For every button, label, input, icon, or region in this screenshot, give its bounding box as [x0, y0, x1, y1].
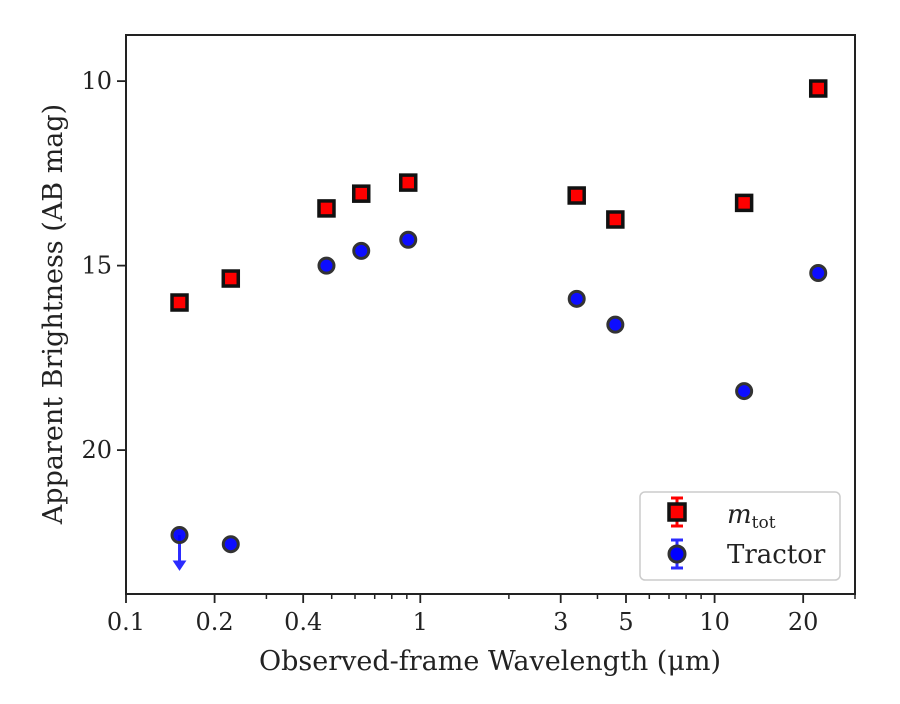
x-tick-label: 0.2 — [196, 608, 234, 636]
x-tick-label: 0.4 — [284, 608, 322, 636]
data-points — [170, 79, 828, 571]
mtot-point — [398, 173, 418, 192]
y-tick-label: 20 — [81, 436, 112, 464]
legend-label-mtot-main: m — [727, 500, 752, 530]
tractor-point — [317, 256, 336, 275]
legend-marker-mtot — [667, 496, 687, 528]
mtot-point — [351, 184, 371, 203]
x-tick-label: 5 — [618, 608, 633, 636]
y-axis-ticks: 10 15 20 — [81, 67, 126, 464]
tractor-point — [399, 230, 418, 249]
legend-label-mtot-sub: tot — [752, 513, 776, 533]
legend-label-tractor: Tractor — [727, 540, 826, 570]
y-tick-label: 10 — [81, 67, 112, 95]
x-tick-label: 3 — [553, 608, 568, 636]
legend-label-mtot: mtot — [727, 500, 776, 533]
tractor-point — [221, 535, 240, 554]
mtot-point — [606, 210, 625, 229]
x-axis-ticks: 0.1 0.2 0.4 1 3 5 10 20 — [107, 594, 819, 636]
x-tick-label: 0.1 — [107, 608, 145, 636]
x-axis-label: Observed-frame Wavelength (μm) — [259, 646, 721, 677]
x-tick-label: 20 — [788, 608, 819, 636]
mtot-point — [317, 199, 336, 218]
x-tick-label: 1 — [413, 608, 428, 636]
y-axis-label: Apparent Brightness (AB mag) — [38, 104, 69, 525]
plot-frame — [125, 34, 856, 595]
tractor-point — [735, 382, 754, 401]
mtot-point — [170, 293, 189, 312]
tractor-point — [606, 315, 625, 334]
tractor-point — [567, 289, 586, 308]
upper-limit-arrow — [172, 560, 187, 571]
legend-marker-tractor — [667, 538, 687, 570]
mtot-point — [808, 79, 828, 98]
mtot-point — [734, 193, 754, 213]
tractor-point — [809, 263, 828, 282]
legend: mtot Tractor — [639, 491, 841, 581]
tractor-point — [352, 241, 371, 260]
tractor-point — [170, 525, 189, 544]
x-tick-label: 10 — [699, 608, 730, 636]
mtot-point — [221, 269, 241, 288]
mtot-point — [567, 186, 586, 205]
y-tick-label: 15 — [81, 252, 112, 280]
legend-box — [639, 491, 841, 581]
